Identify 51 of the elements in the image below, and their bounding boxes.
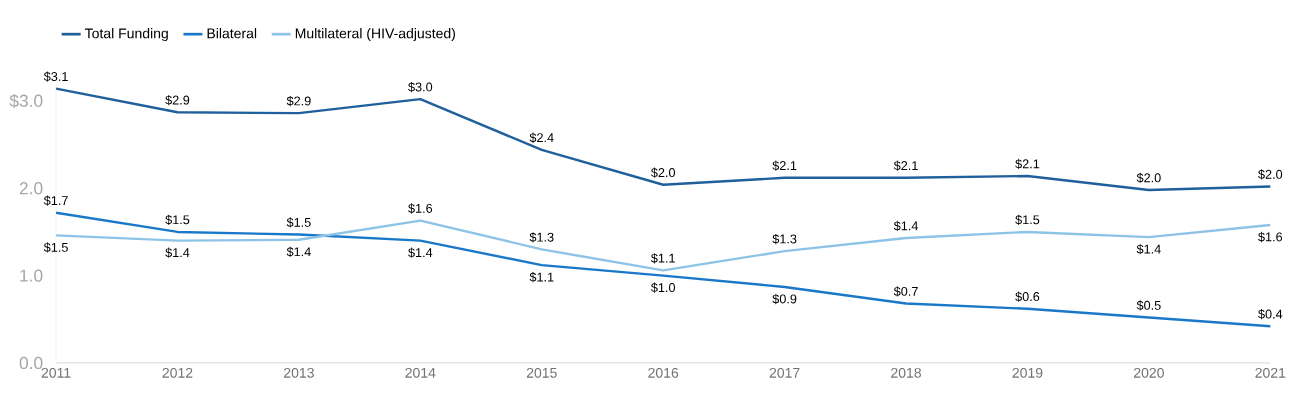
data-label: $2.1 xyxy=(772,160,797,171)
data-label: $1.4 xyxy=(165,247,190,258)
data-label: $3.0 xyxy=(408,81,433,93)
x-tick-label: 2016 xyxy=(648,367,679,378)
data-label: $2.0 xyxy=(1258,169,1283,180)
data-label: $0.6 xyxy=(1015,291,1040,302)
data-label: $0.5 xyxy=(1136,300,1161,311)
data-label: $1.3 xyxy=(529,232,554,243)
y-tick-label: 0.0 xyxy=(19,356,43,369)
data-label: $1.5 xyxy=(165,214,190,225)
x-tick-label: 2017 xyxy=(769,367,800,378)
x-tick-label: 2021 xyxy=(1255,367,1286,378)
data-label: $1.5 xyxy=(286,217,311,228)
x-tick-label: 2014 xyxy=(405,367,436,378)
data-label: $1.3 xyxy=(772,233,797,245)
data-label: $2.1 xyxy=(1015,158,1040,169)
x-tick-label: 2020 xyxy=(1134,367,1164,378)
data-label: $1.0 xyxy=(651,282,676,293)
data-label: $0.9 xyxy=(772,293,797,305)
data-label: $0.4 xyxy=(1258,308,1283,320)
y-tick-label: 2.0 xyxy=(19,181,43,195)
data-label: $1.7 xyxy=(43,195,68,206)
data-label: $1.1 xyxy=(651,253,675,264)
data-label: $3.1 xyxy=(43,71,68,82)
data-label: $1.6 xyxy=(408,203,433,214)
data-label: $0.7 xyxy=(893,286,918,297)
data-label: $1.5 xyxy=(1015,214,1040,225)
x-tick-label: 2012 xyxy=(162,367,193,378)
x-tick-label: 2011 xyxy=(41,367,71,378)
legend-label: Total Funding xyxy=(84,27,168,41)
data-label: $1.4 xyxy=(893,220,918,231)
data-label: $2.9 xyxy=(286,95,311,107)
data-label: $1.1 xyxy=(529,271,554,283)
y-tick-label: 1.0 xyxy=(20,269,43,282)
x-tick-label: 2019 xyxy=(1012,367,1043,378)
x-tick-label: 2013 xyxy=(284,367,314,378)
data-label: $1.6 xyxy=(1258,231,1283,242)
x-tick-label: 2015 xyxy=(526,367,557,378)
data-label: $2.9 xyxy=(165,94,190,106)
data-label: $1.5 xyxy=(43,242,68,253)
data-label: $2.0 xyxy=(1136,172,1161,183)
data-label: $1.4 xyxy=(286,246,311,257)
y-tick-label: $3.0 xyxy=(9,93,43,108)
data-label: $1.4 xyxy=(1136,243,1161,255)
data-label: $2.4 xyxy=(529,132,554,143)
legend-label: Bilateral xyxy=(207,27,257,39)
data-label: $1.4 xyxy=(408,247,433,258)
data-label: $2.1 xyxy=(893,160,918,171)
x-tick-label: 2018 xyxy=(891,367,921,378)
data-label: $2.0 xyxy=(651,167,676,178)
legend-label: Multilateral (HIV-adjusted) xyxy=(295,27,455,41)
